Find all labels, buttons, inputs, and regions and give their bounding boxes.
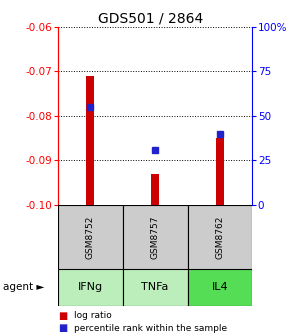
- Text: TNFa: TNFa: [142, 282, 169, 292]
- Bar: [123, 205, 188, 269]
- Text: IFNg: IFNg: [78, 282, 103, 292]
- Text: GDS501 / 2864: GDS501 / 2864: [98, 12, 203, 26]
- Text: GSM8762: GSM8762: [215, 215, 224, 259]
- Text: ■: ■: [58, 311, 67, 321]
- Bar: [123, 269, 188, 306]
- Bar: [58, 269, 123, 306]
- Text: GSM8757: GSM8757: [151, 215, 160, 259]
- Bar: [151, 174, 159, 205]
- Bar: [86, 76, 94, 205]
- Bar: [58, 205, 123, 269]
- Text: IL4: IL4: [212, 282, 228, 292]
- Text: agent ►: agent ►: [3, 282, 44, 292]
- Text: log ratio: log ratio: [74, 311, 112, 320]
- Text: percentile rank within the sample: percentile rank within the sample: [74, 324, 227, 333]
- Bar: [216, 138, 224, 205]
- Bar: [188, 269, 252, 306]
- Bar: [188, 205, 252, 269]
- Text: ■: ■: [58, 323, 67, 333]
- Text: GSM8752: GSM8752: [86, 215, 95, 259]
